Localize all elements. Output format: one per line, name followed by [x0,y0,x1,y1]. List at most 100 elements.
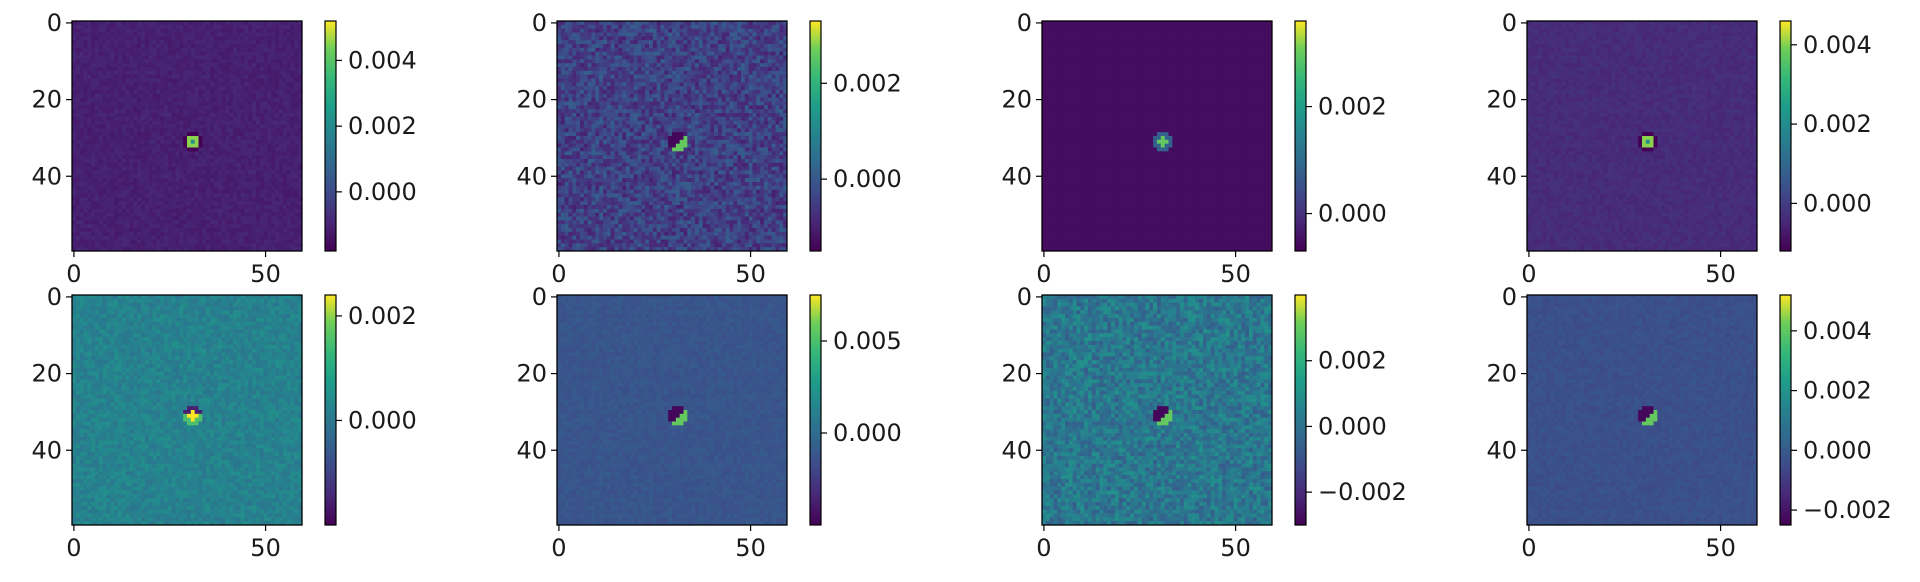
heatmap-cell [110,201,114,205]
heatmap-cell [684,82,688,86]
heatmap-cell [126,240,130,244]
heatmap-cell [615,102,619,106]
heatmap-cell [245,44,249,48]
heatmap-cell [156,163,160,167]
heatmap-cell [210,201,214,205]
heatmap-cell [676,52,680,56]
heatmap-cell [264,86,268,90]
heatmap-cell [252,63,256,67]
heatmap-cell [576,56,580,60]
heatmap-cell [195,190,199,194]
heatmap-cell [95,90,99,94]
heatmap-cell [153,209,157,213]
heatmap-cell [580,44,584,48]
heatmap-cell [768,48,772,52]
heatmap-cell [145,102,149,106]
heatmap-cell [588,98,592,102]
heatmap-cell [291,56,295,60]
heatmap-cell [618,75,622,79]
heatmap-cell [580,56,584,60]
heatmap-cell [245,243,249,247]
heatmap-cell [225,224,229,228]
heatmap-cell [137,63,141,67]
heatmap-cell [749,75,753,79]
heatmap-cell [202,40,206,44]
heatmap-cell [603,59,607,63]
heatmap-cell [110,163,114,167]
heatmap-cell [592,44,596,48]
heatmap-cell [245,36,249,40]
heatmap-cell [565,48,569,52]
heatmap-cell [206,79,210,83]
heatmap-cell [114,159,118,163]
heatmap-cell [179,86,183,90]
heatmap-cell [183,33,187,37]
heatmap-cell [80,44,84,48]
heatmap-cell [164,159,168,163]
heatmap-cell [653,86,657,90]
heatmap-cell [84,236,88,240]
heatmap-cell [80,140,84,144]
heatmap-cell [179,136,183,140]
heatmap-cell [145,209,149,213]
heatmap-cell [176,40,180,44]
heatmap-cell [275,163,279,167]
heatmap-cell [114,144,118,148]
heatmap-cell [287,205,291,209]
heatmap-cell [287,213,291,217]
heatmap-cell [137,228,141,232]
heatmap-cell [118,105,122,109]
heatmap-cell [172,178,176,182]
heatmap-cell [210,190,214,194]
heatmap-cell [233,75,237,79]
heatmap-cell [110,171,114,175]
heatmap-cell [218,174,222,178]
heatmap-cell [107,102,111,106]
heatmap-cell [87,44,91,48]
heatmap-cell [283,236,287,240]
heatmap-cell [187,82,191,86]
heatmap-cell [291,224,295,228]
heatmap-cell [218,121,222,125]
heatmap-cell [225,209,229,213]
heatmap-cell [268,197,272,201]
heatmap-cell [703,79,707,83]
heatmap-cell [110,159,114,163]
heatmap-cell [615,40,619,44]
heatmap-cell [245,163,249,167]
heatmap-cell [110,128,114,132]
heatmap-cell [233,167,237,171]
heatmap-cell [164,190,168,194]
heatmap-cell [248,213,252,217]
heatmap-cell [199,182,203,186]
heatmap-cell [202,186,206,190]
heatmap-cell [130,82,134,86]
heatmap-cell [137,167,141,171]
heatmap-cell [271,174,275,178]
heatmap-cell [714,98,718,102]
heatmap-cell [202,140,206,144]
heatmap-cell [599,59,603,63]
heatmap-cell [172,67,176,71]
heatmap-cell [745,94,749,98]
heatmap-cell [80,197,84,201]
heatmap-cell [584,86,588,90]
heatmap-cell [268,144,272,148]
heatmap-cell [584,67,588,71]
heatmap-cell [645,63,649,67]
heatmap-cell [225,40,229,44]
heatmap-cell [565,29,569,33]
heatmap-cell [229,121,233,125]
heatmap-cell [592,94,596,98]
heatmap-cell [245,220,249,224]
heatmap-cell [87,98,91,102]
heatmap-cell [137,102,141,106]
heatmap-cell [741,56,745,60]
heatmap-cell [141,82,145,86]
heatmap-cell [91,94,95,98]
heatmap-cell [672,29,676,33]
heatmap-cell [210,186,214,190]
heatmap-cell [122,151,126,155]
heatmap-cell [275,48,279,52]
heatmap-cell [580,90,584,94]
